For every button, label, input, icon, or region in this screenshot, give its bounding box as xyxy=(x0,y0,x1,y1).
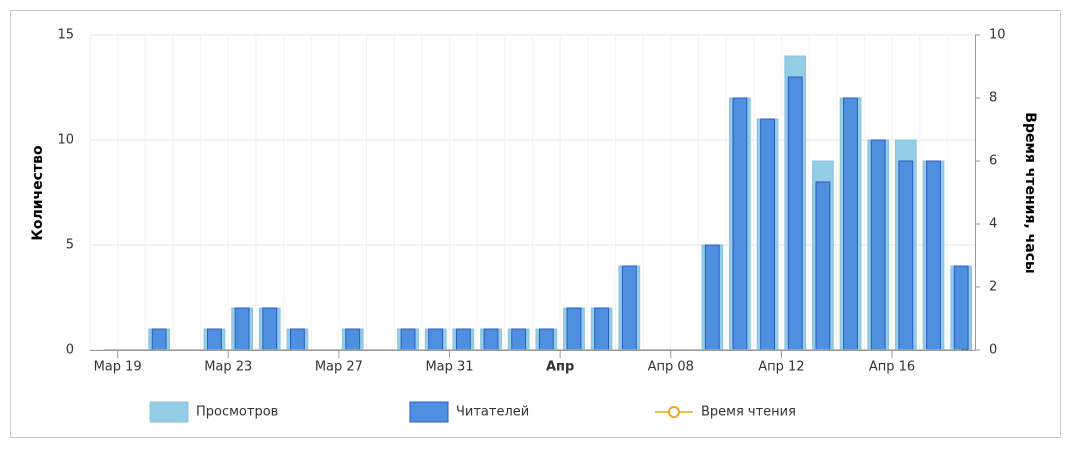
bar xyxy=(538,328,554,351)
y2-tick-label: 0 xyxy=(989,343,997,358)
y-tick-label: 0 xyxy=(66,343,74,358)
bar xyxy=(815,181,831,351)
bar xyxy=(511,328,527,351)
y2-tick-label: 6 xyxy=(989,154,997,169)
legend-swatch xyxy=(409,401,449,423)
bar xyxy=(262,307,278,351)
bar xyxy=(207,328,222,351)
bar xyxy=(290,328,305,351)
bar xyxy=(843,97,858,351)
x-tick-label: Мар 27 xyxy=(315,360,363,375)
bar xyxy=(760,118,775,351)
bar xyxy=(621,265,637,351)
bar xyxy=(898,160,914,351)
y-tick-label: 5 xyxy=(66,238,74,253)
bar xyxy=(787,76,803,351)
y2-tick-label: 8 xyxy=(989,91,997,106)
bar xyxy=(594,307,610,351)
y-axis-label: Количество xyxy=(30,145,46,241)
bar xyxy=(345,328,361,351)
x-tick-label: Апр 12 xyxy=(758,360,804,375)
y2-axis-label: Время чтения, часы xyxy=(1022,112,1038,273)
x-tick-label: Мар 23 xyxy=(204,360,252,375)
legend-swatch xyxy=(668,406,680,418)
bar xyxy=(400,328,416,351)
legend-label[interactable]: Читателей xyxy=(456,405,529,420)
x-tick-label: Апр 16 xyxy=(869,360,915,375)
bar xyxy=(926,160,941,351)
y-tick-label: 15 xyxy=(57,28,74,43)
legend-swatch xyxy=(149,401,189,423)
y-tick-label: 10 xyxy=(57,133,74,148)
bar xyxy=(732,97,748,351)
x-tick-label: Апр 08 xyxy=(648,360,694,375)
legend-label[interactable]: Просмотров xyxy=(196,405,278,420)
bar xyxy=(566,307,582,351)
bar xyxy=(428,328,444,351)
x-tick-label: Мар 19 xyxy=(94,360,142,375)
y2-tick-label: 2 xyxy=(989,280,997,295)
bar xyxy=(483,328,499,351)
bar xyxy=(151,328,167,351)
x-tick-label: Апр xyxy=(546,360,574,375)
legend-label[interactable]: Время чтения xyxy=(701,405,796,420)
bar xyxy=(704,244,720,351)
y2-tick-label: 10 xyxy=(989,28,1006,43)
bar xyxy=(953,265,969,351)
y2-tick-label: 4 xyxy=(989,217,997,232)
x-tick-label: Мар 31 xyxy=(425,360,473,375)
bar xyxy=(455,328,471,351)
bar xyxy=(234,307,250,351)
bar xyxy=(870,139,886,351)
